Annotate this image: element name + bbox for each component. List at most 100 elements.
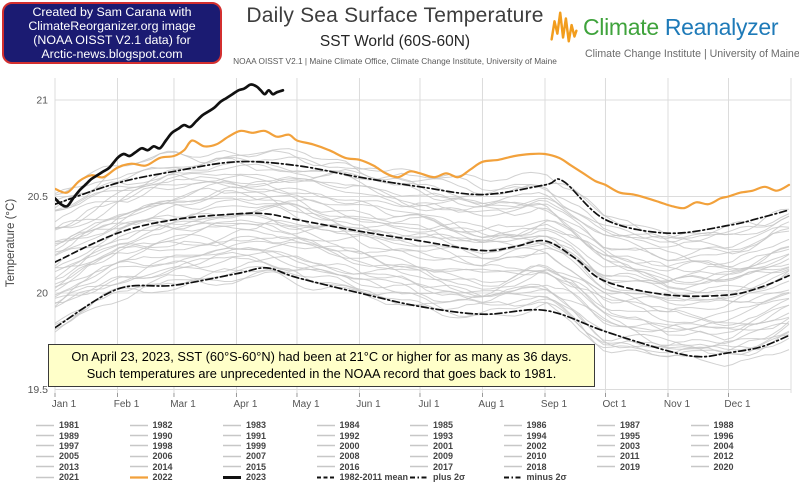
legend-item-1987[interactable]: 1987 [597, 420, 691, 430]
legend-swatch [597, 466, 615, 468]
x-tick-label: Jan 1 [52, 399, 77, 410]
legend-item-1999[interactable]: 1999 [223, 441, 317, 451]
legend-item-2002[interactable]: 2002 [503, 440, 598, 451]
banner-line: (NOAA OISST V2.1 data) for [33, 33, 191, 47]
legend-label: 2023 [246, 472, 267, 483]
legend-item-2008[interactable]: 2008 [316, 451, 411, 461]
legend-swatch [690, 455, 709, 458]
year-line-1991 [55, 255, 790, 355]
legend-item-1990[interactable]: 1990 [129, 430, 224, 441]
legend-label: 2022 [152, 472, 173, 483]
banner-line: Created by Sam Carana with [32, 4, 192, 19]
legend-item-2010[interactable]: 2010 [503, 451, 598, 461]
legend-label: 2011 [620, 451, 640, 462]
legend-item-2013[interactable]: 2013 [36, 462, 130, 472]
legend-item-2007[interactable]: 2007 [223, 451, 317, 461]
brand-first-word: Climate [583, 13, 659, 40]
legend-swatch [129, 455, 148, 458]
legend-item-1983[interactable]: 1983 [223, 420, 317, 430]
y-tick-label: 21 [36, 95, 48, 107]
legend-swatch [129, 445, 148, 447]
legend-item-2018[interactable]: 2018 [503, 461, 598, 472]
year-line-2021 [55, 148, 790, 239]
legend-item-1995[interactable]: 1995 [597, 431, 691, 441]
legend-swatch [129, 434, 148, 437]
legend-label: 2006 [152, 451, 173, 462]
legend-label: 2016 [339, 461, 360, 472]
legend-item-2003[interactable]: 2003 [597, 441, 691, 451]
legend-item-2017[interactable]: 2017 [410, 462, 504, 472]
legend-item-1992[interactable]: 1992 [316, 431, 411, 441]
legend-item-2022[interactable]: 2022 [129, 472, 224, 483]
legend-item-1998[interactable]: 1998 [129, 441, 224, 451]
legend-item-2004[interactable]: 2004 [690, 441, 785, 451]
legend-label: 2015 [246, 461, 267, 472]
legend-swatch [223, 445, 241, 447]
brand-name: Climate Reanalyzer [583, 13, 779, 41]
legend-item-plus-2σ[interactable]: plus 2σ [410, 472, 504, 482]
legend-label: 1999 [246, 440, 267, 451]
legend-swatch [503, 424, 522, 426]
legend-label: 2017 [433, 461, 454, 472]
legend-label: 2012 [713, 451, 734, 462]
legend-item-1985[interactable]: 1985 [410, 420, 504, 430]
legend-item-2019[interactable]: 2019 [597, 462, 691, 472]
legend-item-2011[interactable]: 2011 [597, 451, 691, 461]
legend-item-2020[interactable]: 2020 [690, 462, 785, 472]
climate-reanalyzer-logo[interactable]: Climate Reanalyzer Climate Change Institu… [549, 8, 799, 60]
legend-label: plus 2σ [433, 472, 466, 483]
legend-item-1982-2011-mean[interactable]: 1982-2011 mean [316, 472, 411, 482]
legend-item-2000[interactable]: 2000 [316, 441, 411, 451]
legend-label: 2019 [620, 461, 641, 472]
legend-item-1984[interactable]: 1984 [316, 420, 411, 430]
legend-item-1996[interactable]: 1996 [690, 430, 785, 441]
legend-swatch [223, 434, 241, 437]
legend-item-1993[interactable]: 1993 [410, 431, 504, 441]
legend-label: 1990 [152, 430, 173, 441]
legend-item-2012[interactable]: 2012 [690, 451, 785, 462]
legend-swatch [690, 466, 709, 468]
legend-item-1982[interactable]: 1982 [129, 420, 224, 431]
y-tick-label: 20 [36, 288, 48, 300]
legend-swatch [503, 434, 522, 437]
legend-item-minus-2σ[interactable]: minus 2σ [503, 472, 598, 482]
legend-swatch [597, 445, 615, 447]
year-line-2004 [55, 213, 790, 301]
legend-label: 1996 [713, 430, 734, 441]
year-line-2011 [55, 180, 790, 285]
legend-item-2014[interactable]: 2014 [129, 462, 224, 472]
chart-legend: 1981 1982 1983 1984 1985 1986 1987 1988 1989 1990… [36, 420, 784, 482]
series-line-plus-2σ [55, 160, 790, 235]
legend-item-1988[interactable]: 1988 [690, 420, 785, 431]
legend-item-2016[interactable]: 2016 [316, 461, 411, 472]
series-line-2023 [55, 83, 285, 208]
legend-item-1997[interactable]: 1997 [36, 441, 130, 451]
banner-line: Arctic-news.blogspot.com [41, 47, 183, 62]
legend-label: 1993 [433, 430, 454, 441]
legend-label: 1988 [713, 420, 734, 431]
year-line-2001 [55, 212, 790, 313]
legend-item-2009[interactable]: 2009 [410, 451, 504, 461]
legend-item-2006[interactable]: 2006 [129, 451, 224, 462]
legend-swatch [129, 466, 148, 468]
legend-item-1989[interactable]: 1989 [36, 431, 130, 441]
legend-item-2005[interactable]: 2005 [36, 451, 130, 461]
legend-label: 2018 [526, 461, 547, 472]
legend-label: 2007 [246, 451, 267, 462]
year-line-2007 [55, 194, 790, 282]
legend-item-1991[interactable]: 1991 [223, 431, 317, 441]
year-line-1990 [55, 240, 790, 335]
legend-label: 1982 [152, 420, 173, 431]
year-line-1988 [55, 247, 790, 333]
legend-label: 2002 [526, 440, 547, 451]
x-tick-label: Jul 1 [418, 399, 440, 410]
legend-item-1981[interactable]: 1981 [36, 420, 130, 430]
legend-item-2021[interactable]: 2021 [36, 472, 130, 482]
legend-item-1994[interactable]: 1994 [503, 431, 598, 441]
legend-item-1986[interactable]: 1986 [503, 420, 598, 430]
legend-item-2023[interactable]: 2023 [223, 472, 317, 482]
legend-item-2001[interactable]: 2001 [410, 441, 504, 451]
legend-item-2015[interactable]: 2015 [223, 462, 317, 472]
legend-swatch [690, 434, 709, 437]
legend-swatch [410, 466, 428, 468]
